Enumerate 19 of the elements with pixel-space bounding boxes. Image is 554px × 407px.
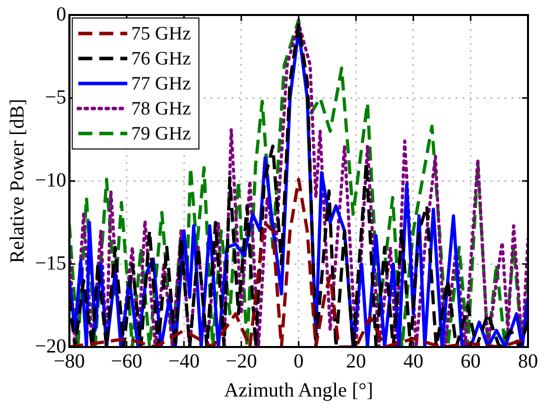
x-tick-label: −40 <box>168 350 200 372</box>
x-tick-label: 20 <box>346 350 366 372</box>
legend-label: 77 GHz <box>131 73 191 94</box>
x-tick-label: 0 <box>294 350 304 372</box>
legend-label: 75 GHz <box>131 23 191 44</box>
x-tick-label: −60 <box>110 350 142 372</box>
y-tick-label: −5 <box>45 86 66 108</box>
x-tick-label: −20 <box>226 350 257 372</box>
x-tick-label: 40 <box>403 350 424 372</box>
legend-label: 76 GHz <box>131 48 191 70</box>
y-tick-label: −15 <box>35 252 66 274</box>
x-tick-label: 60 <box>460 350 481 372</box>
legend-label: 78 GHz <box>131 98 191 120</box>
y-tick-label: 0 <box>56 3 66 26</box>
x-tick-label: 80 <box>518 350 538 372</box>
y-axis-title: Relative Power [dB] <box>6 98 28 264</box>
y-tick-label: −10 <box>35 169 66 192</box>
x-axis-title: Azimuth Angle [°] <box>224 379 374 402</box>
legend-label: 79 GHz <box>131 123 191 144</box>
